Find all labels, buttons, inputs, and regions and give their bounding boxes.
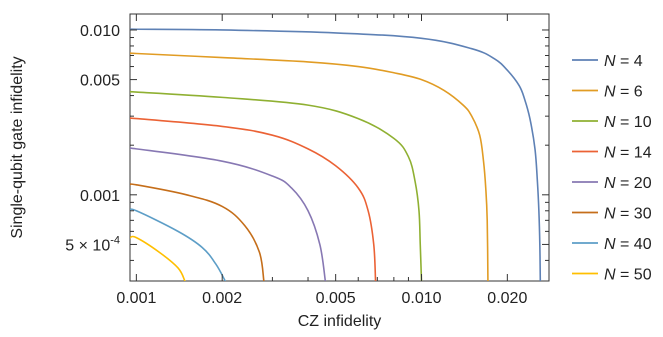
legend-label: N = 20 [604, 175, 652, 192]
legend-label: N = 6 [604, 84, 643, 101]
legend-label: N = 4 [604, 53, 643, 70]
tick-labels-layer: 0.001 0.002 0.005 0.010 0.020 5 × 10-4 0.001 0.… [65, 23, 527, 307]
series-line-10 [130, 90, 423, 281]
series-line-50 [130, 235, 186, 281]
x-axis-title: CZ infidelity [298, 313, 382, 330]
legend-label: N = 14 [604, 145, 652, 162]
legend-label: N = 30 [604, 206, 652, 223]
x-tick-label: 0.005 [316, 290, 356, 307]
series-line-20 [130, 147, 327, 281]
y-tick-label: 0.010 [80, 23, 120, 40]
legend-label: N = 10 [604, 114, 652, 131]
y-tick-label: 5 × 10-4 [65, 234, 120, 254]
x-tick-label: 0.002 [202, 290, 242, 307]
series-layer [130, 28, 542, 281]
y-axis-title: Single-qubit gate infidelity [9, 56, 26, 238]
legend: N = 4 N = 6 N = 10 N = 14 N = 20 N = 30 N = 40… [572, 53, 652, 284]
series-line-30 [130, 183, 265, 281]
x-tick-label: 0.001 [116, 290, 156, 307]
series-line-40 [130, 208, 227, 281]
ticks-layer [130, 14, 549, 282]
legend-label: N = 40 [604, 236, 652, 253]
series-line-6 [130, 52, 489, 281]
y-tick-label: 0.001 [80, 188, 120, 205]
x-tick-label: 0.020 [487, 290, 527, 307]
y-tick-label: 0.005 [80, 73, 120, 90]
legend-label: N = 50 [604, 267, 652, 284]
series-line-4 [130, 28, 542, 281]
series-line-14 [130, 117, 377, 281]
x-tick-label: 0.010 [401, 290, 441, 307]
